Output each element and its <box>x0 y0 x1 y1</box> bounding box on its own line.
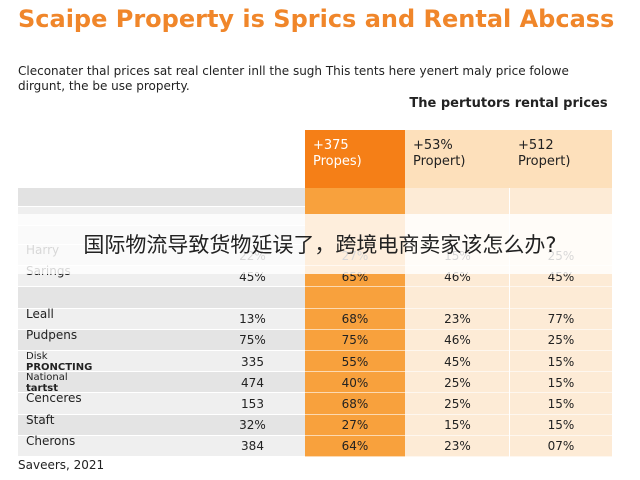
table-cell: 45% <box>444 354 471 369</box>
header-text: +53% <box>413 138 453 153</box>
label-text: tartst <box>26 383 58 395</box>
table-cell: 25% <box>444 375 471 390</box>
row-line <box>305 371 612 373</box>
header-cell: +53% Propert) <box>405 130 510 188</box>
row-label: Cenceres <box>18 391 200 414</box>
row-label: Cherons <box>18 433 200 457</box>
table-cell: 40% <box>341 375 369 390</box>
table-cell: 384 <box>241 439 264 454</box>
row-label: Disk PRONCTING <box>18 351 200 373</box>
row-label <box>18 287 200 308</box>
table-cell: 77% <box>547 312 575 327</box>
table-cell: 07% <box>547 439 575 454</box>
row-bg <box>18 329 305 350</box>
table-cell: 25% <box>444 396 471 411</box>
table-cell: 32% <box>239 418 266 433</box>
label-text: Disk <box>26 351 48 362</box>
row-line <box>305 307 612 309</box>
table-cell: 15% <box>547 375 575 390</box>
label-text: Pudpens <box>26 327 78 342</box>
row-line <box>305 413 612 415</box>
row-line <box>305 286 612 288</box>
row-bg <box>18 308 305 329</box>
row-bg <box>18 435 305 456</box>
row-bg <box>18 287 305 308</box>
table-cell: 46% <box>444 333 471 348</box>
table-cell: 15% <box>547 418 575 433</box>
row-line <box>305 434 612 436</box>
header-cell: +375 Propes) <box>305 130 405 188</box>
table-cell: 15% <box>547 396 575 411</box>
subtitle: Cleconater thal prices sat real clenter … <box>18 64 569 93</box>
row-bg <box>18 372 305 393</box>
header-text: Propes) <box>313 154 362 169</box>
table-cell: 15% <box>444 418 471 433</box>
header-text: +512 <box>518 138 554 153</box>
table-cell: 335 <box>241 354 264 369</box>
row-label: National tartst <box>18 372 200 395</box>
table-cell: 64% <box>341 439 369 454</box>
table-cell: 75% <box>341 333 369 348</box>
table-cell: 153 <box>241 396 264 411</box>
table-cell: 25% <box>547 333 575 348</box>
banner: 国际物流导致货物延误了，跨境电商卖家该怎么办? <box>0 214 640 274</box>
row-line <box>305 328 612 330</box>
table-cell: 474 <box>241 375 264 390</box>
label-text: National <box>26 372 68 384</box>
label-text: Staft <box>26 412 55 427</box>
table-cell: 15% <box>547 354 575 369</box>
table-cell: 55% <box>341 354 369 369</box>
label-text: Cenceres <box>26 391 82 406</box>
row-bg <box>18 351 305 372</box>
row-bg <box>18 414 305 435</box>
title: Scaipe Property is Sprics and Rental Abc… <box>18 5 615 33</box>
row-line <box>305 350 612 351</box>
table-cell: 68% <box>341 312 369 327</box>
label-text: Cherons <box>26 433 76 448</box>
table-cell: 27% <box>341 418 369 433</box>
table-cell: 68% <box>341 396 369 411</box>
header-text: +375 <box>313 138 349 153</box>
table-cell: 23% <box>444 312 471 327</box>
row-line <box>305 456 612 457</box>
header-text: Propert) <box>518 154 571 169</box>
table-cell: 23% <box>444 439 471 454</box>
label-text: PRONCTING <box>26 362 93 373</box>
header-cell: +512 Propert) <box>510 130 612 188</box>
table-cell: 75% <box>239 333 266 348</box>
header-text: Propert) <box>413 154 466 169</box>
table-cell: 13% <box>239 312 266 327</box>
row-label: Staft <box>18 412 200 436</box>
row-label: Leall <box>18 306 200 330</box>
row-line <box>305 392 612 394</box>
group-header: The pertutors rental prices <box>409 96 608 111</box>
column-divider <box>509 130 510 457</box>
row-label: Pudpens <box>18 327 200 351</box>
table-row-bg <box>18 188 305 206</box>
footer: Saveers, 2021 <box>18 458 105 472</box>
row-bg <box>18 393 305 414</box>
label-text: Leall <box>26 306 54 321</box>
